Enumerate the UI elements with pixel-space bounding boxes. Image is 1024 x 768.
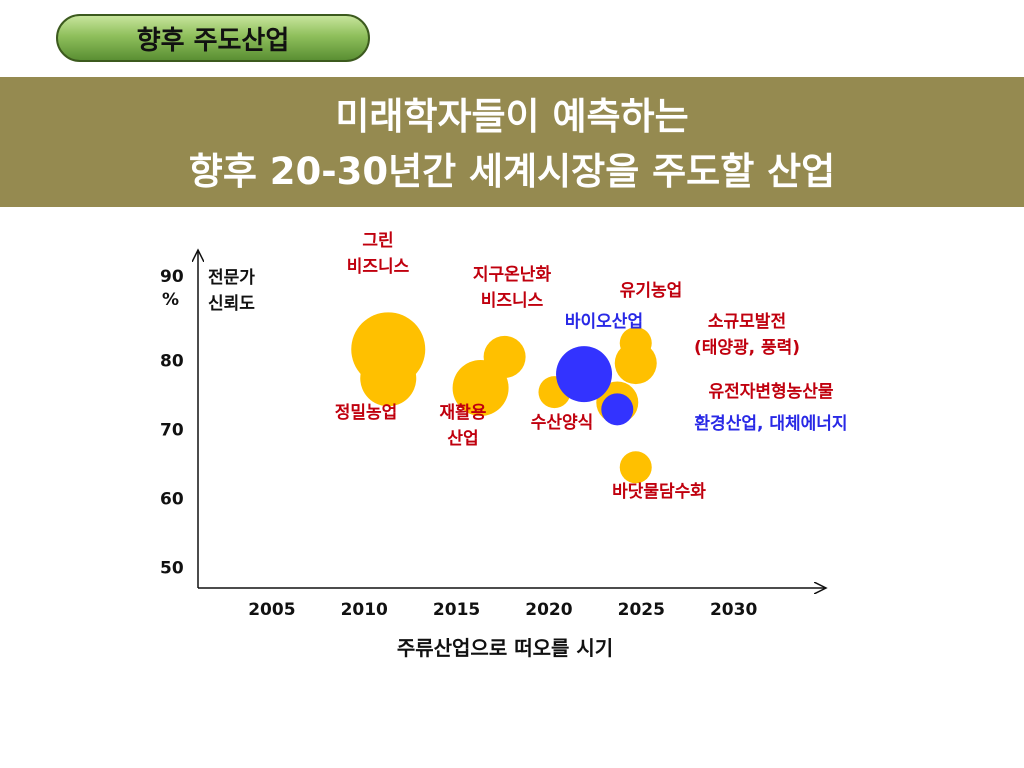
y-unit-label: %	[162, 290, 179, 310]
bubble-point	[556, 346, 613, 403]
data-label: 정밀농업	[335, 402, 398, 423]
bubble-point	[360, 350, 417, 407]
title-banner: 미래학자들이 예측하는 향후 20-30년간 세계시장을 주도할 산업	[0, 77, 1024, 207]
bubble-point	[483, 335, 526, 378]
bubble-point	[619, 451, 652, 484]
y-tick-label: 70	[160, 420, 184, 440]
data-label: 지구온난화	[473, 265, 552, 285]
x-axis-title: 주류산업으로 떠오를 시기	[397, 636, 613, 660]
x-tick-label: 2005	[248, 600, 295, 620]
title-line-2: 향후 20-30년간 세계시장을 주도할 산업	[188, 150, 836, 193]
data-label: 비즈니스	[347, 257, 410, 277]
data-label: 유기농업	[620, 281, 683, 301]
data-label: 소규모발전	[708, 312, 786, 332]
data-label: 환경산업, 대체에너지	[694, 414, 847, 434]
data-label: 그린	[362, 231, 393, 251]
section-tag: 향후 주도산업	[56, 14, 370, 62]
x-tick-label: 2020	[525, 600, 572, 620]
y-tick-label: 60	[160, 489, 184, 509]
data-label: 산업	[447, 429, 478, 449]
x-tick-label: 2015	[433, 600, 480, 620]
y-tick-label: 50	[160, 558, 184, 578]
x-tick-label: 2030	[710, 600, 757, 620]
data-label: 유전자변형농산물	[708, 381, 833, 402]
title-line-1: 미래학자들이 예측하는	[335, 95, 689, 138]
data-label: 바닷물담수화	[612, 482, 706, 502]
data-label: 바이오산업	[565, 312, 643, 332]
data-label: (태양광, 풍력)	[694, 338, 800, 358]
bubble-point	[601, 393, 634, 426]
data-label: 재활용	[440, 402, 487, 423]
bubble-point	[619, 327, 652, 360]
data-label: 수산양식	[531, 413, 594, 433]
y-tick-label: 80	[160, 351, 184, 371]
x-tick-label: 2025	[618, 600, 665, 620]
x-tick-label: 2010	[341, 600, 388, 620]
y-tick-label-90: 90	[160, 267, 184, 287]
data-label: 비즈니스	[481, 291, 544, 311]
y-axis-title-line2: 신뢰도	[208, 294, 255, 314]
y-axis-title-line1: 전문가	[208, 268, 255, 288]
